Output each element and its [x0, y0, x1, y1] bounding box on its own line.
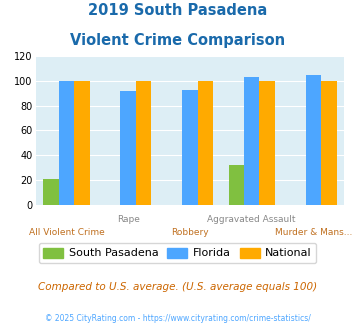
Legend: South Pasadena, Florida, National: South Pasadena, Florida, National	[39, 243, 316, 263]
Text: Robbery: Robbery	[171, 228, 209, 237]
Text: Compared to U.S. average. (U.S. average equals 100): Compared to U.S. average. (U.S. average …	[38, 282, 317, 292]
Text: 2019 South Pasadena: 2019 South Pasadena	[88, 3, 267, 18]
Bar	[260, 81, 275, 205]
Bar	[229, 165, 244, 205]
Bar	[43, 179, 59, 205]
Bar	[244, 77, 260, 205]
Bar	[182, 89, 198, 205]
Text: © 2025 CityRating.com - https://www.cityrating.com/crime-statistics/: © 2025 CityRating.com - https://www.city…	[45, 314, 310, 323]
Text: Violent Crime Comparison: Violent Crime Comparison	[70, 33, 285, 48]
Text: Murder & Mans...: Murder & Mans...	[275, 228, 352, 237]
Text: Rape: Rape	[117, 214, 140, 223]
Bar	[136, 81, 151, 205]
Bar	[321, 81, 337, 205]
Bar	[306, 75, 321, 205]
Bar	[74, 81, 89, 205]
Bar	[59, 81, 74, 205]
Bar	[198, 81, 213, 205]
Text: All Violent Crime: All Violent Crime	[28, 228, 104, 237]
Bar	[120, 91, 136, 205]
Text: Aggravated Assault: Aggravated Assault	[207, 214, 296, 223]
